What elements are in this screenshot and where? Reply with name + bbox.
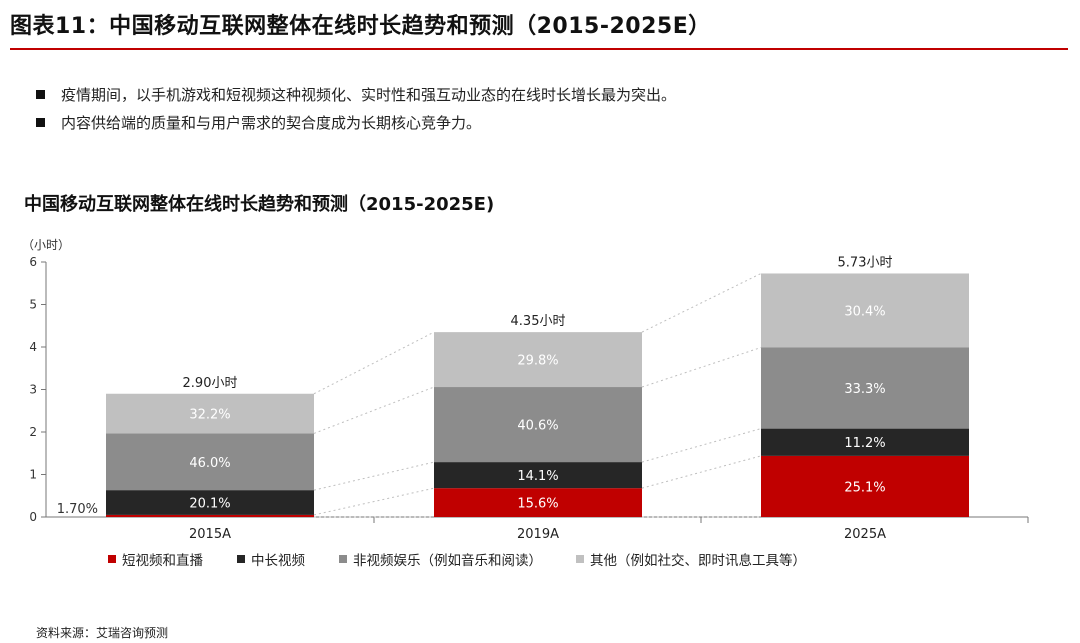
y-tick-label: 2 — [29, 425, 37, 439]
connector-line — [313, 487, 435, 516]
segment-data-label: 30.4% — [844, 304, 885, 319]
bullet-text: 内容供给端的质量和与用户需求的契合度成为长期核心竞争力。 — [61, 113, 482, 132]
bar-total-label: 4.35小时 — [511, 314, 566, 329]
chart-legend: 短视频和直播 中长视频 非视频娱乐（例如音乐和阅读） 其他（例如社交、即时讯息工… — [108, 549, 840, 569]
bar-segment — [106, 514, 314, 517]
connector-line — [313, 331, 435, 395]
legend-item: 短视频和直播 — [108, 549, 203, 569]
bar-segment — [434, 387, 642, 463]
segment-data-label: 40.6% — [517, 419, 558, 434]
connector-line — [641, 455, 762, 489]
segment-data-label: 46.0% — [189, 456, 230, 471]
legend-label: 中长视频 — [251, 553, 305, 569]
y-tick-label: 0 — [29, 510, 37, 524]
legend-item: 其他（例如社交、即时讯息工具等） — [576, 549, 806, 569]
connector-line — [313, 461, 435, 491]
segment-data-label: 11.2% — [844, 436, 885, 451]
title-rule — [10, 48, 1068, 50]
bar-segment — [106, 393, 314, 434]
figure-title: 图表11：中国移动互联网整体在线时长趋势和预测（2015-2025E） — [10, 14, 711, 39]
legend-swatch — [339, 555, 347, 563]
segment-data-label: 29.8% — [517, 354, 558, 369]
bullet-list: 疫情期间，以手机游戏和短视频这种视频化、实时性和强互动业态的在线时长增长最为突出… — [36, 80, 676, 136]
legend-swatch — [576, 555, 584, 563]
legend-label: 非视频娱乐（例如音乐和阅读） — [353, 553, 542, 569]
y-axis-label: （小时） — [22, 238, 70, 252]
connector-line — [641, 347, 762, 388]
x-tick-label: 2015A — [189, 527, 231, 542]
bar-segment — [434, 488, 642, 517]
segment-data-label: 20.1% — [189, 497, 230, 512]
bar-segment — [761, 347, 969, 429]
bar-segment — [761, 455, 969, 517]
source-note: 资料来源：艾瑞咨询预测 — [36, 626, 169, 640]
x-tick-label: 2025A — [844, 527, 886, 542]
bullet-item: 内容供给端的质量和与用户需求的契合度成为长期核心竞争力。 — [36, 108, 676, 136]
legend-label: 短视频和直播 — [122, 553, 203, 569]
segment-data-label: 33.3% — [844, 382, 885, 397]
legend-swatch — [237, 555, 245, 563]
y-tick-label: 3 — [29, 383, 37, 397]
legend-item: 非视频娱乐（例如音乐和阅读） — [339, 549, 542, 569]
connector-line — [641, 428, 762, 463]
bar-segment — [106, 433, 314, 491]
bar-segment — [434, 462, 642, 489]
bar-segment — [761, 428, 969, 456]
segment-data-label: 25.1% — [844, 480, 885, 495]
y-tick-label: 4 — [29, 340, 37, 354]
bar-segment — [434, 332, 642, 388]
connector-line — [313, 386, 435, 434]
bar-total-label: 2.90小时 — [183, 376, 238, 391]
bullet-item: 疫情期间，以手机游戏和短视频这种视频化、实时性和强互动业态的在线时长增长最为突出… — [36, 80, 676, 108]
bullet-text: 疫情期间，以手机游戏和短视频这种视频化、实时性和强互动业态的在线时长增长最为突出… — [61, 85, 677, 104]
chart-title: 中国移动互联网整体在线时长趋势和预测（2015-2025E) — [24, 194, 495, 215]
segment-data-label: 32.2% — [189, 408, 230, 423]
stacked-bar-chart: （小时） 0 1 2 3 4 5 6 1.70% 20.1% 46.0% 32.2% 2.90小时 201… — [22, 238, 1029, 542]
legend-label: 其他（例如社交、即时讯息工具等） — [590, 553, 806, 569]
segment-data-label: 15.6% — [517, 497, 558, 512]
bar-segment — [761, 273, 969, 348]
legend-swatch — [108, 555, 116, 563]
x-tick-label: 2019A — [517, 527, 559, 542]
y-tick-label: 6 — [29, 255, 37, 269]
y-tick-label: 1 — [29, 468, 37, 482]
segment-data-label: 14.1% — [517, 469, 558, 484]
square-bullet-icon — [36, 117, 45, 127]
bar-total-label: 5.73小时 — [838, 255, 893, 270]
connector-line — [641, 273, 762, 333]
legend-item: 中长视频 — [237, 549, 305, 569]
bar-segment — [106, 490, 314, 515]
segment-data-label: 1.70% — [57, 502, 98, 517]
y-tick-label: 5 — [29, 298, 37, 312]
square-bullet-icon — [36, 89, 45, 99]
